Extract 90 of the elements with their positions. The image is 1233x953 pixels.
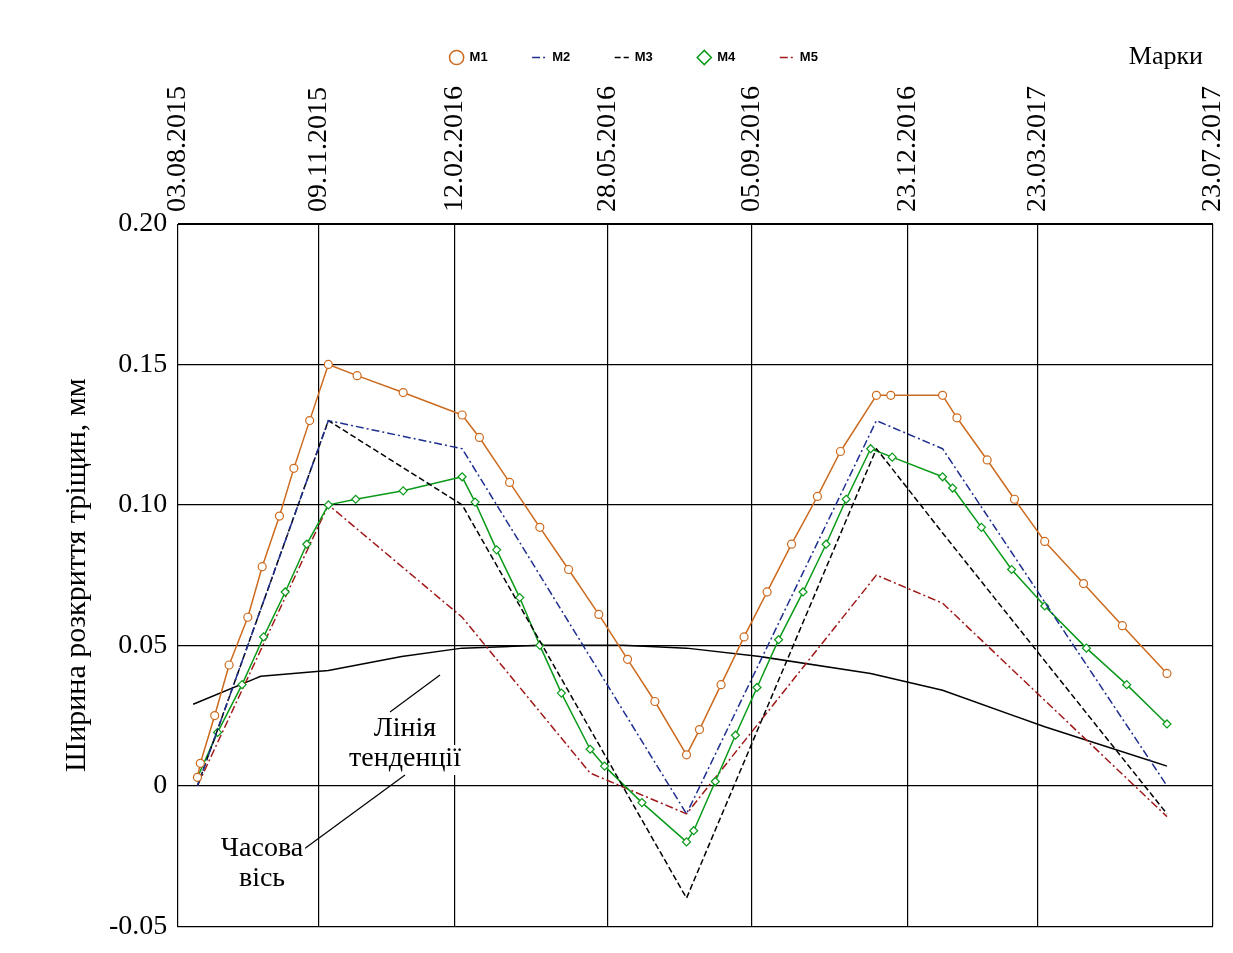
y-tick-label: 0.10: [118, 487, 168, 519]
point: [716, 680, 726, 690]
point: [457, 472, 467, 482]
point: [886, 390, 896, 400]
point: [637, 798, 647, 808]
point: [352, 371, 362, 381]
legend-label: M2: [552, 49, 571, 65]
y-tick-label: 0: [153, 768, 168, 800]
point: [871, 390, 882, 400]
point: [982, 455, 992, 465]
point: [1009, 494, 1020, 504]
point: [243, 612, 253, 622]
point: [302, 539, 312, 549]
point: [1117, 621, 1127, 631]
point: [952, 413, 962, 423]
point: [1162, 668, 1172, 679]
point: [556, 688, 566, 698]
point: [976, 522, 987, 532]
point: [323, 500, 333, 510]
point: [798, 587, 808, 597]
point: [594, 609, 604, 620]
point: [351, 494, 361, 504]
point: [470, 497, 480, 507]
point: [237, 680, 247, 690]
point: [457, 410, 467, 420]
point: [730, 730, 741, 740]
x-tick-label: 23.07.2017: [1195, 86, 1227, 212]
y-tick-label: -0.05: [109, 908, 168, 940]
point: [681, 750, 692, 760]
x-tick-label: 05.09.2016: [733, 86, 765, 212]
point: [599, 761, 610, 771]
point: [398, 486, 408, 496]
point: [1122, 680, 1132, 690]
legend-title: Марки: [1128, 41, 1204, 71]
point: [710, 776, 720, 787]
point: [762, 587, 772, 597]
y-tick-label: 0.05: [118, 627, 168, 659]
point: [812, 491, 823, 502]
point: [650, 696, 660, 707]
point: [821, 539, 831, 549]
point: [259, 632, 269, 642]
point: [887, 452, 897, 462]
point: [280, 587, 290, 597]
point: [622, 654, 633, 664]
point: [305, 416, 315, 426]
point: [257, 562, 267, 572]
annotation: Лінія тенденції: [349, 711, 462, 773]
x-tick-label: 09.11.2015: [300, 87, 332, 212]
point: [535, 522, 545, 532]
legend-label: M3: [634, 49, 653, 65]
point: [1081, 643, 1092, 653]
point: [289, 463, 299, 473]
x-tick-label: 12.02.2016: [437, 86, 469, 212]
point: [694, 724, 705, 735]
legend-label: M4: [717, 49, 737, 65]
point: [492, 545, 502, 555]
point: [515, 592, 525, 603]
annotation: Часова вісь: [220, 831, 304, 893]
point: [398, 387, 408, 398]
point: [841, 494, 851, 504]
point: [739, 632, 749, 642]
legend-label: M5: [799, 49, 818, 65]
point: [474, 432, 484, 443]
point: [786, 539, 797, 549]
point: [323, 359, 333, 370]
point: [773, 635, 784, 645]
x-tick-label: 23.03.2017: [1019, 86, 1051, 212]
point: [681, 837, 692, 847]
x-tick-label: 23.12.2016: [890, 86, 922, 212]
point: [1078, 578, 1089, 589]
point: [835, 446, 846, 457]
point: [948, 483, 958, 493]
point: [1007, 564, 1017, 575]
point: [937, 472, 948, 482]
y-tick-label: 0.15: [118, 346, 168, 378]
legend-label: M1: [469, 49, 488, 65]
point: [210, 710, 220, 721]
point: [752, 682, 762, 693]
point: [689, 826, 699, 836]
point: [585, 744, 595, 754]
point: [274, 511, 285, 521]
point: [563, 564, 574, 575]
point: [866, 444, 876, 454]
point: [505, 477, 515, 488]
point: [195, 758, 205, 768]
point: [937, 390, 948, 400]
point: [224, 660, 234, 670]
point: [1040, 536, 1050, 546]
y-axis-title: Ширина розкриття тріщин, мм: [57, 378, 91, 773]
x-tick-label: 28.05.2016: [589, 86, 621, 212]
